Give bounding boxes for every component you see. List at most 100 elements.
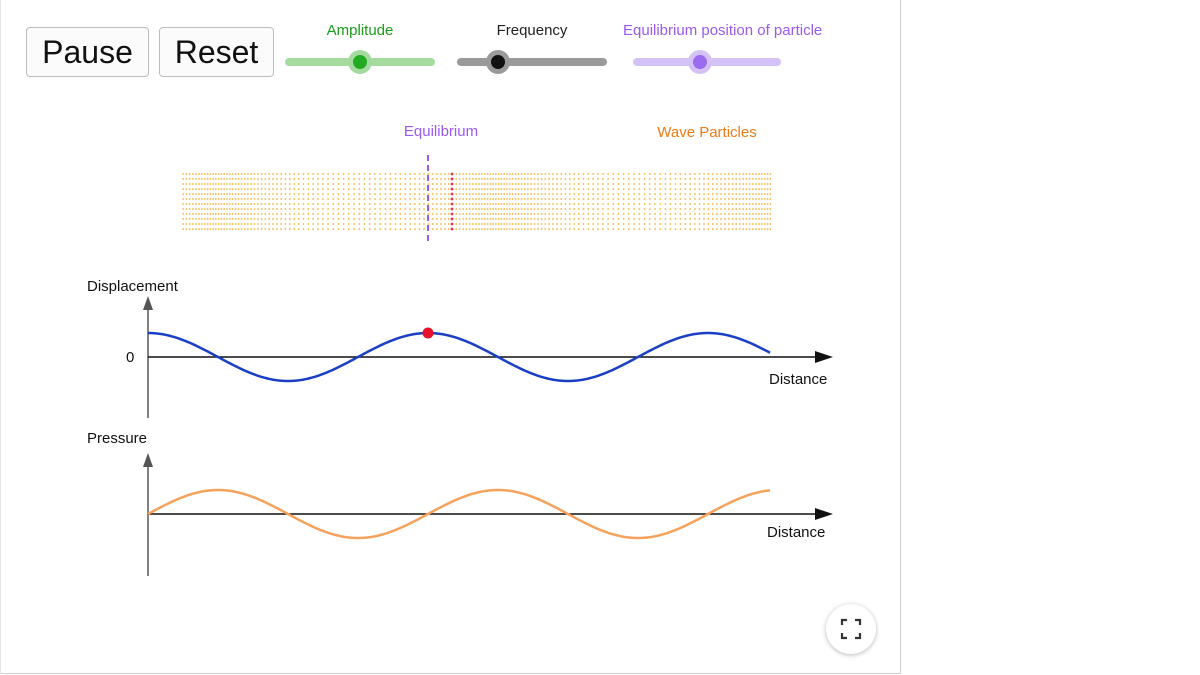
wave-particle (337, 213, 340, 215)
wave-particle (517, 223, 520, 225)
wave-particle (297, 228, 300, 230)
wave-particle (503, 188, 506, 190)
wave-particle (264, 173, 267, 175)
wave-particle (472, 203, 474, 205)
wave-particle (503, 213, 506, 215)
wave-particle (597, 188, 599, 190)
wave-particle (243, 213, 246, 215)
wave-particle (602, 223, 604, 225)
wave-particle (727, 213, 730, 215)
wave-particle (745, 228, 748, 230)
wave-particle (209, 228, 212, 230)
wave-particle (414, 173, 416, 175)
wave-particle (654, 193, 656, 195)
wave-particle (368, 218, 371, 220)
wave-particle (508, 203, 511, 205)
wave-particle (192, 218, 194, 220)
wave-particle (738, 178, 741, 180)
wave-particle (188, 208, 191, 210)
wave-particle (500, 218, 503, 220)
wave-particle (560, 173, 563, 175)
wave-particle (694, 188, 696, 190)
wave-particle (508, 213, 511, 215)
fullscreen-button[interactable] (826, 604, 876, 654)
wave-particle (317, 173, 319, 175)
frequency-slider[interactable]: Frequency (457, 18, 607, 78)
wave-particle (597, 208, 599, 210)
wave-particle (312, 193, 314, 195)
wave-particle (185, 218, 188, 220)
wave-particle (188, 203, 191, 205)
wave-particle (648, 213, 651, 215)
wave-particle (720, 223, 722, 225)
wave-particle (627, 178, 630, 180)
wave-particle (664, 203, 667, 205)
wave-particle (198, 178, 200, 180)
wave-particle (684, 183, 687, 185)
wave-particle (418, 203, 421, 205)
wave-particle (745, 183, 748, 185)
wave-particle (592, 178, 594, 180)
wave-particle (612, 213, 615, 215)
wave-particle (537, 228, 539, 230)
wave-particle (374, 203, 376, 205)
wave-particle (327, 223, 329, 225)
wave-particle (483, 183, 486, 185)
wave-particle (389, 208, 392, 210)
wave-particle (533, 203, 536, 205)
wave-particle (597, 228, 599, 230)
wave-particle (431, 203, 434, 205)
wave-particle (486, 203, 489, 205)
wave-particle (761, 208, 763, 210)
wave-particle (481, 183, 483, 185)
wave-particle (327, 228, 329, 230)
wave-particle (368, 213, 371, 215)
wave-particle (436, 183, 438, 185)
wave-particle (234, 188, 237, 190)
wave-particle (389, 218, 392, 220)
wave-particle (582, 193, 585, 195)
wave-particle (237, 198, 240, 200)
wave-particle (237, 213, 240, 215)
wave-particle (475, 213, 477, 215)
wave-particle (293, 203, 296, 205)
wave-particle (399, 178, 402, 180)
wave-particle (268, 188, 270, 190)
wave-particle (297, 213, 300, 215)
wave-particle (206, 183, 209, 185)
frequency-knob[interactable] (488, 53, 507, 71)
wave-particle (237, 203, 240, 205)
wave-particle (209, 223, 212, 225)
wave-particle (195, 173, 197, 175)
wave-particle (253, 213, 256, 215)
wave-particle (694, 203, 696, 205)
wave-particle (617, 188, 620, 190)
wave-particle (537, 173, 539, 175)
wave-particle (500, 208, 503, 210)
wave-particle (540, 188, 543, 190)
wave-particle (444, 203, 446, 205)
tracked-particle (450, 202, 454, 206)
wave-particle (607, 228, 609, 230)
amplitude-slider[interactable]: Amplitude (285, 18, 435, 78)
wave-particle (517, 213, 520, 215)
wave-particle (530, 208, 532, 210)
equilibrium-knob[interactable] (690, 53, 709, 71)
wave-particle (272, 213, 274, 215)
wave-particle (735, 198, 738, 200)
wave-particle (511, 208, 514, 210)
wave-particle (481, 173, 483, 175)
pause-button[interactable]: Pause (26, 27, 149, 77)
wave-particle (201, 208, 203, 210)
equilibrium-slider[interactable]: Equilibrium position of particle (623, 18, 822, 78)
wave-particle (293, 228, 296, 230)
wave-particle (659, 208, 662, 210)
reset-button[interactable]: Reset (159, 27, 274, 77)
amplitude-knob[interactable] (351, 53, 369, 71)
wave-particle (223, 173, 226, 175)
wave-particle (716, 213, 718, 215)
frequency-track[interactable] (457, 58, 607, 66)
wave-particle (368, 183, 371, 185)
wave-particle (612, 193, 615, 195)
wave-particle (192, 213, 194, 215)
